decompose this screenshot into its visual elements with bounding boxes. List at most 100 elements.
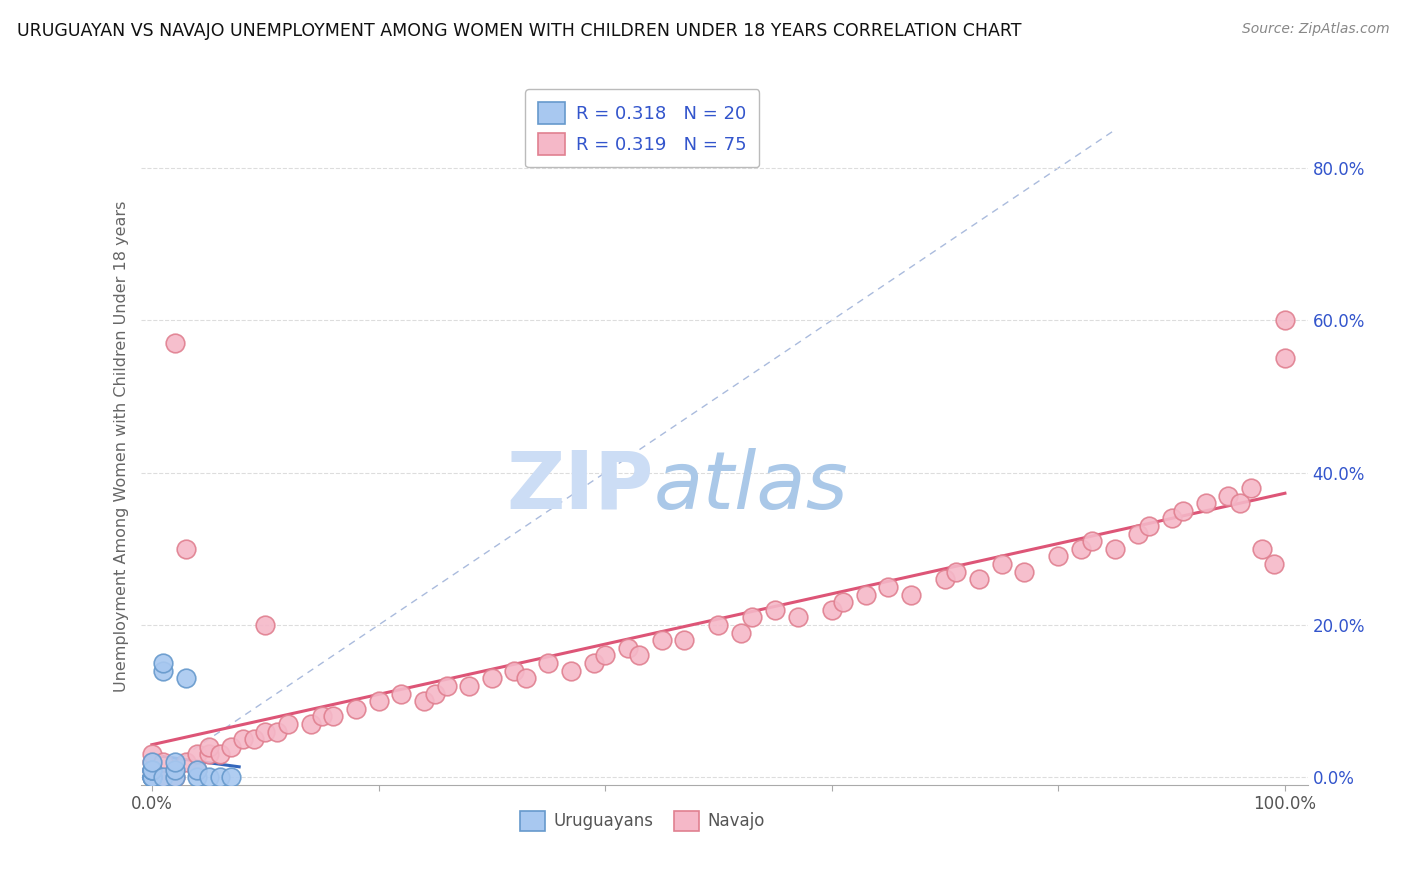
Point <box>141 747 163 762</box>
Point <box>163 770 186 784</box>
Point <box>186 747 208 762</box>
Point <box>163 763 186 777</box>
Point <box>243 732 266 747</box>
Point <box>163 763 186 777</box>
Point <box>141 770 163 784</box>
Point <box>141 755 163 769</box>
Point <box>197 770 219 784</box>
Point <box>186 763 208 777</box>
Point <box>741 610 763 624</box>
Point <box>299 717 322 731</box>
Point <box>152 770 174 784</box>
Point <box>197 739 219 754</box>
Y-axis label: Unemployment Among Women with Children Under 18 years: Unemployment Among Women with Children U… <box>114 201 129 691</box>
Point <box>1263 557 1285 571</box>
Point <box>219 739 242 754</box>
Point <box>141 763 163 777</box>
Point <box>832 595 855 609</box>
Point <box>877 580 900 594</box>
Point <box>1137 519 1160 533</box>
Point <box>254 618 277 632</box>
Point <box>1240 481 1263 495</box>
Point <box>163 336 186 351</box>
Text: atlas: atlas <box>654 448 849 525</box>
Point <box>990 557 1012 571</box>
Point <box>311 709 333 723</box>
Point <box>628 648 651 663</box>
Point <box>617 640 640 655</box>
Point <box>651 633 673 648</box>
Point <box>266 724 288 739</box>
Point <box>458 679 481 693</box>
Point <box>1251 541 1274 556</box>
Point <box>197 747 219 762</box>
Point <box>367 694 389 708</box>
Point <box>763 603 786 617</box>
Point <box>141 770 163 784</box>
Point <box>425 687 447 701</box>
Point <box>174 671 197 685</box>
Point <box>1104 541 1126 556</box>
Point <box>152 770 174 784</box>
Point <box>1218 489 1240 503</box>
Point <box>208 770 231 784</box>
Point <box>1126 526 1149 541</box>
Point <box>277 717 299 731</box>
Point <box>141 770 163 784</box>
Point <box>593 648 616 663</box>
Point <box>344 702 367 716</box>
Point <box>163 770 186 784</box>
Point <box>322 709 344 723</box>
Point <box>945 565 967 579</box>
Point <box>1081 534 1104 549</box>
Point <box>208 747 231 762</box>
Point <box>1014 565 1036 579</box>
Point <box>1160 511 1182 525</box>
Point <box>436 679 458 693</box>
Point <box>141 770 163 784</box>
Point <box>481 671 503 685</box>
Point <box>174 755 197 769</box>
Point <box>730 625 752 640</box>
Point <box>163 755 186 769</box>
Point <box>152 664 174 678</box>
Point <box>141 755 163 769</box>
Point <box>821 603 844 617</box>
Point <box>1194 496 1216 510</box>
Point <box>152 656 174 670</box>
Point <box>786 610 808 624</box>
Point <box>389 687 412 701</box>
Point <box>1229 496 1251 510</box>
Point <box>186 763 208 777</box>
Point <box>152 755 174 769</box>
Point <box>141 763 163 777</box>
Point <box>1274 313 1296 327</box>
Point <box>141 763 163 777</box>
Point <box>537 656 560 670</box>
Point <box>673 633 696 648</box>
Text: Source: ZipAtlas.com: Source: ZipAtlas.com <box>1241 22 1389 37</box>
Point <box>141 770 163 784</box>
Point <box>412 694 434 708</box>
Point <box>967 572 990 586</box>
Point <box>560 664 582 678</box>
Text: ZIP: ZIP <box>506 448 654 525</box>
Point <box>254 724 277 739</box>
Text: URUGUAYAN VS NAVAJO UNEMPLOYMENT AMONG WOMEN WITH CHILDREN UNDER 18 YEARS CORREL: URUGUAYAN VS NAVAJO UNEMPLOYMENT AMONG W… <box>17 22 1021 40</box>
Point <box>934 572 956 586</box>
Legend: Uruguayans, Navajo: Uruguayans, Navajo <box>513 804 770 838</box>
Point <box>174 541 197 556</box>
Point <box>900 588 922 602</box>
Point <box>503 664 526 678</box>
Point <box>582 656 605 670</box>
Point <box>707 618 730 632</box>
Point <box>1274 351 1296 366</box>
Point <box>186 770 208 784</box>
Point <box>232 732 254 747</box>
Point <box>1171 504 1194 518</box>
Point <box>855 588 877 602</box>
Point <box>1047 549 1070 564</box>
Point <box>141 763 163 777</box>
Point <box>515 671 537 685</box>
Point <box>219 770 242 784</box>
